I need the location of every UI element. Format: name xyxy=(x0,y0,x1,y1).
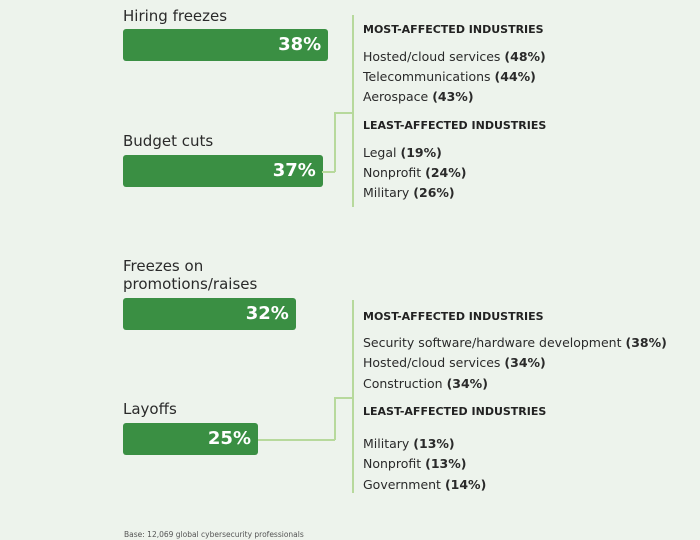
category-label: Layoffs xyxy=(123,400,177,418)
category-label: Freezes on promotions/raises xyxy=(123,257,258,293)
industry-item: Nonprofit (24%) xyxy=(363,165,467,180)
bar-hiring-freezes: 38% xyxy=(123,29,329,61)
industry-item: Legal (19%) xyxy=(363,145,442,160)
industry-item: Hosted/cloud services (34%) xyxy=(363,355,546,370)
category-label: Hiring freezes xyxy=(123,7,228,25)
category-label: Budget cuts xyxy=(123,132,214,150)
least-affected-heading: LEAST-AFFECTED INDUSTRIES xyxy=(363,405,547,418)
least-affected-heading: LEAST-AFFECTED INDUSTRIES xyxy=(363,119,547,132)
most-affected-heading: MOST-AFFECTED INDUSTRIES xyxy=(363,310,544,323)
industry-item: Aerospace (43%) xyxy=(363,89,474,104)
connector-line xyxy=(334,397,336,440)
industry-item: Nonprofit (13%) xyxy=(363,456,467,471)
data-label: 32% xyxy=(245,303,289,324)
bracket-line xyxy=(352,15,354,207)
industry-item: Military (26%) xyxy=(363,185,455,200)
bar-layoffs: 25% xyxy=(123,423,258,455)
industry-item: Hosted/cloud services (48%) xyxy=(363,49,546,64)
data-label: 37% xyxy=(272,160,316,181)
bar-freezes-promotions: 32% xyxy=(123,298,296,330)
bar-budget-cuts: 37% xyxy=(123,155,323,187)
connector-line xyxy=(258,439,335,441)
data-label: 38% xyxy=(278,34,322,55)
connector-line xyxy=(322,171,335,173)
data-label: 25% xyxy=(207,428,251,449)
connector-line xyxy=(334,112,336,172)
connector-line xyxy=(334,397,352,399)
industry-item: Military (13%) xyxy=(363,436,455,451)
industry-item: Telecommunications (44%) xyxy=(363,69,536,84)
bracket-line xyxy=(352,300,354,493)
connector-line xyxy=(334,112,352,114)
industry-item: Construction (34%) xyxy=(363,376,488,391)
industry-item: Government (14%) xyxy=(363,477,487,492)
most-affected-heading: MOST-AFFECTED INDUSTRIES xyxy=(363,23,544,36)
footnote: Base: 12,069 global cybersecurity profes… xyxy=(124,530,304,539)
industry-item: Security software/hardware development (… xyxy=(363,335,667,350)
